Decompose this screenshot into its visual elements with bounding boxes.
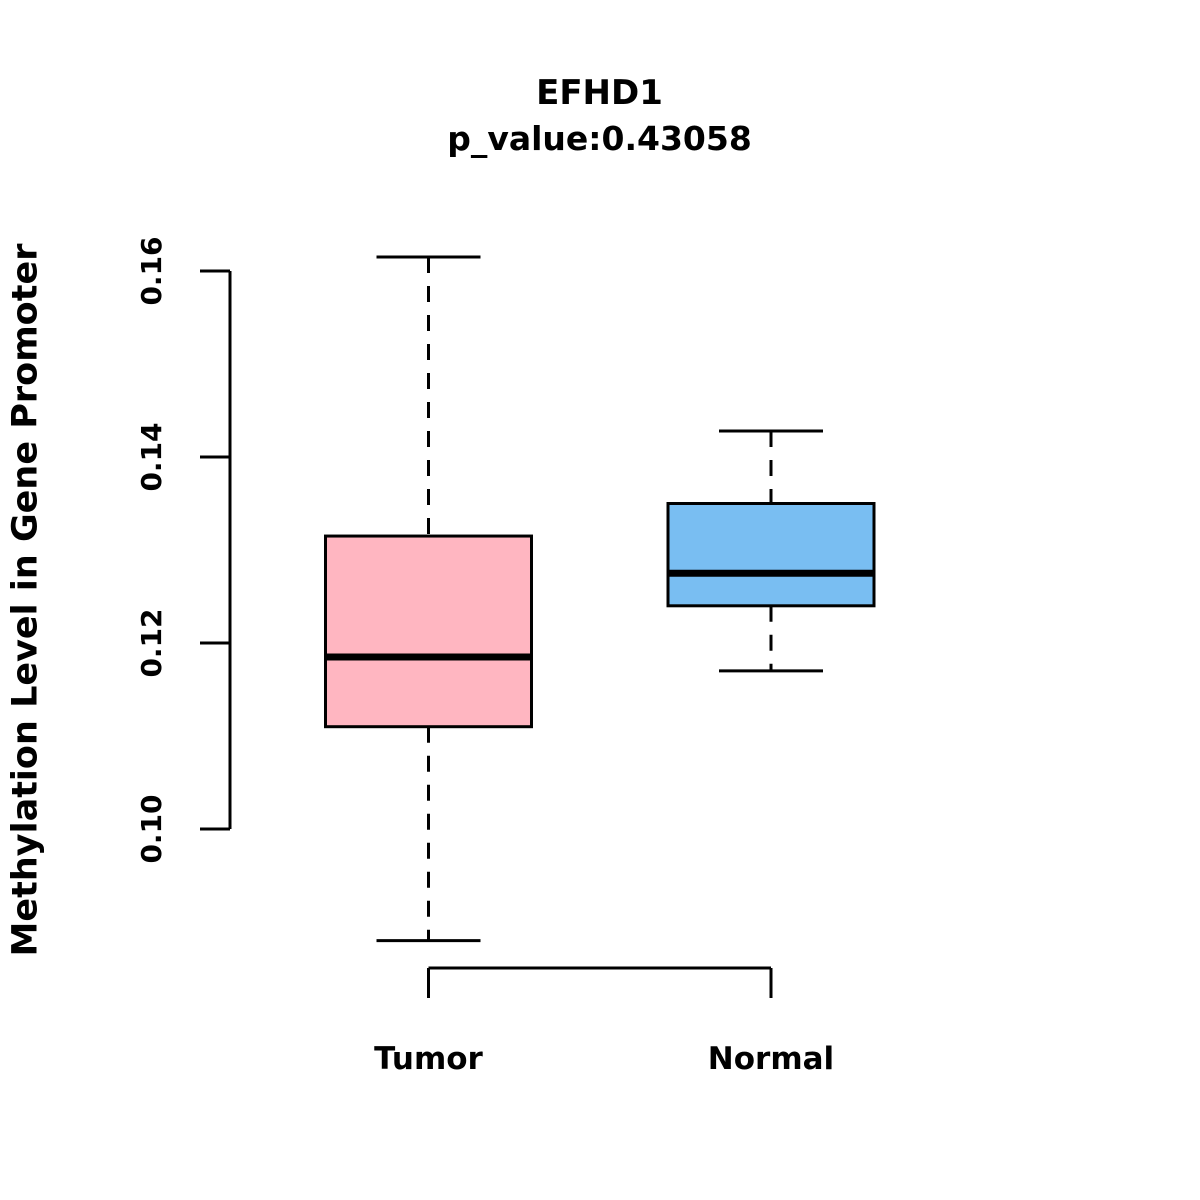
y-tick-label-0.12: 0.12	[135, 608, 168, 678]
x-category-label-tumor: Tumor	[374, 1041, 483, 1077]
chart-subtitle: p_value:0.43058	[447, 119, 752, 158]
tumor-box	[324, 534, 533, 729]
x-category-label-normal: Normal	[707, 1041, 835, 1077]
chart-title: EFHD1	[536, 73, 663, 113]
y-tick-label-0.10: 0.10	[135, 794, 168, 864]
y-tick-label-0.14: 0.14	[135, 422, 168, 492]
y-tick-label-0.16: 0.16	[135, 236, 168, 306]
normal-box	[666, 502, 876, 608]
y-axis-label: Methylation Level in Gene Promoter	[5, 243, 46, 957]
